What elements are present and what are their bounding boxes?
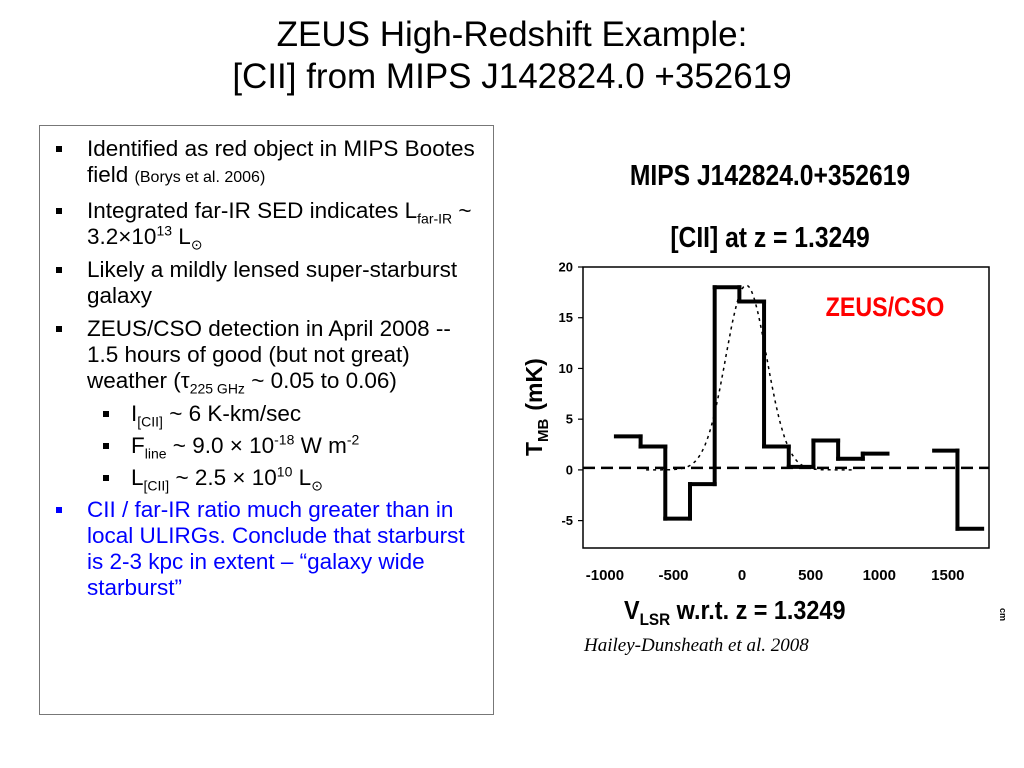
sub-bullet-3-exponent: 10 [276,463,293,480]
y-axis-label-sub: MB [535,418,552,441]
bullet-marker [56,326,62,332]
chart-title: MIPS J142824.0+352619 [629,160,911,192]
sub-bullet-1-suffix: ~ 6 K-km/sec [162,401,302,426]
bullet-marker [56,146,62,152]
bullet-4-suffix: ~ 0.05 to 0.06) [244,368,397,393]
sub-bullet-2-subscript: line [144,445,167,462]
sub-bullet-2-exponent: -18 [274,431,295,448]
y-axis-label: TMB (mK) [521,358,552,456]
x-tick-label: 1500 [931,567,964,584]
x-tick-label: 500 [798,567,823,584]
bullet-marker [56,507,62,513]
chart-subtitle: [CII] at z = 1.3249 [670,222,870,254]
bullet-2: Integrated far-IR SED indicates Lfar-IR … [40,198,493,253]
bullet-2-mid: ~ 3.2×10 [87,198,472,249]
x-axis-label-rest: w.r.t. z = 1.3249 [670,597,845,625]
sub-bullet-3: L[CII] ~ 2.5 × 1010 L⊙ [40,463,493,494]
solar-symbol: ⊙ [311,477,323,494]
y-tick-label: 15 [559,310,573,325]
sub-bullet-2-mid: ~ 9.0 × 10 [166,433,275,458]
x-tick-label: -500 [659,567,689,584]
bullet-1: Identified as red object in MIPS Bootes … [40,136,493,191]
x-axis-label: VLSR w.r.t. z = 1.3249 [624,597,845,629]
x-axis-label-sub: LSR [640,610,671,629]
bullet-3: Likely a mildly lensed super-starburst g… [40,257,493,309]
bullet-marker [56,267,62,273]
bullet-marker [103,443,109,449]
clipped-mark: cm [998,608,1008,621]
bullet-2-subscript: far-IR [417,210,453,227]
bullet-marker [56,208,62,214]
plot-frame [582,266,990,549]
bullet-2-exponent: 13 [156,222,173,239]
bullet-1-reference: (Borys et al. 2006) [134,169,266,186]
y-axis-label-main: T [521,442,547,456]
slide-title: ZEUS High-Redshift Example: [CII] from M… [0,14,1024,98]
y-axis-label-unit: (mK) [521,358,547,410]
solar-symbol: ⊙ [190,236,203,253]
bullet-4: ZEUS/CSO detection in April 2008 -- 1.5 … [40,316,493,397]
sub-bullet-3-prefix: L [131,465,144,490]
figure-credit: Hailey-Dunsheath et al. 2008 [584,635,809,656]
x-axis-label-main: V [624,597,640,625]
sub-bullet-2-prefix: F [131,433,145,458]
y-tick-label: 20 [559,260,573,275]
bullet-4-subscript: 225 GHz [189,380,245,397]
sub-bullet-1: I[CII] ~ 6 K-km/sec [40,401,493,430]
bullet-4-prefix: ZEUS/CSO detection in April 2008 -- 1.5 … [87,316,451,393]
sub-bullet-1-prefix: I [131,401,138,426]
bullet-1-text: Identified as red object in MIPS Bootes … [87,136,475,187]
y-tick-label: 0 [566,462,573,477]
bullet-conclusion-text: CII / far-IR ratio much greater than in … [87,497,465,600]
bullet-textbox: Identified as red object in MIPS Bootes … [39,125,494,715]
y-tick-label: -5 [561,513,573,528]
x-tick-label: 0 [738,567,746,584]
bullet-3-text: Likely a mildly lensed super-starburst g… [87,257,458,308]
x-tick-label: 1000 [863,567,896,584]
sub-bullet-1-subscript: [CII] [137,413,163,430]
bullet-marker [103,411,109,417]
slide-title-line-1: ZEUS High-Redshift Example: [276,15,748,54]
slide-title-line-2: [CII] from MIPS J142824.0 +352619 [232,57,792,96]
y-tick-label: 10 [559,361,573,376]
bullet-conclusion: CII / far-IR ratio much greater than in … [40,497,493,601]
y-tick-label: 5 [566,412,573,427]
sub-bullet-2-exponent-2: -2 [346,431,360,448]
zeus-cso-label: ZEUS/CSO [826,292,945,322]
bullet-2-suffix: L [172,224,191,249]
bullet-2-prefix: Integrated far-IR SED indicates L [87,198,418,223]
sub-bullet-3-mid: ~ 2.5 × 10 [169,465,277,490]
bullet-marker [103,475,109,481]
gaussian-fit-line [646,284,852,471]
bullet-list: Identified as red object in MIPS Bootes … [40,136,493,608]
sub-bullet-2: Fline ~ 9.0 × 10-18 W m-2 [40,431,493,462]
x-tick-label: -1000 [586,567,624,584]
sub-bullet-3-suffix: L [292,465,312,490]
sub-bullet-3-subscript: [CII] [143,477,170,494]
sub-bullet-2-suffix: W m [294,433,347,458]
